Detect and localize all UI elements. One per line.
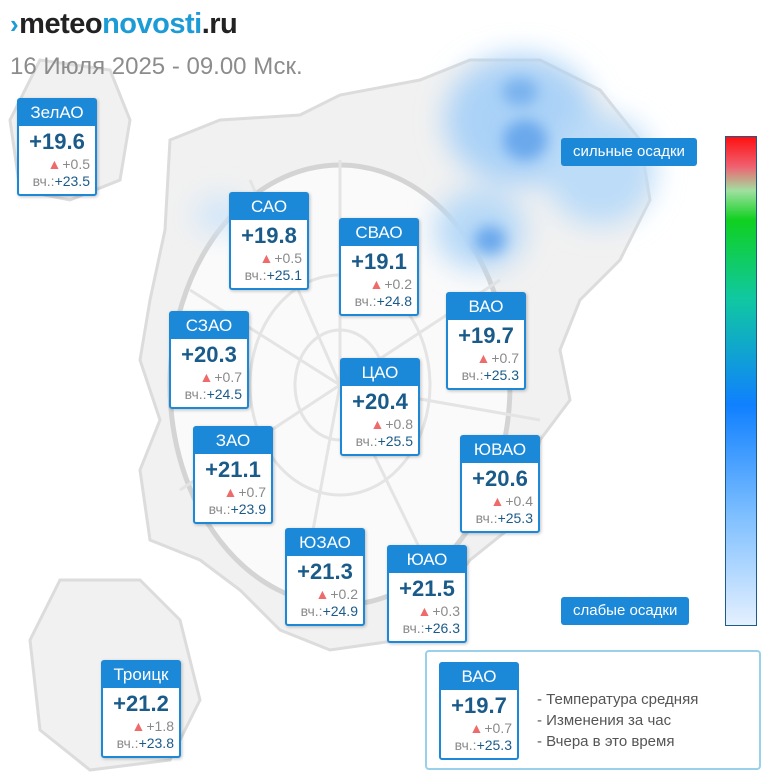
- district-name: ЮЗАО: [287, 530, 363, 556]
- legend-row-yesterday: - Вчера в это время: [537, 733, 675, 750]
- legend-sample-card: ВАО +19.7 ▲+0.7 вч.:+25.3: [439, 662, 519, 760]
- yesterday-temperature: вч.:+25.3: [461, 367, 519, 383]
- legend-panel: ВАО +19.7 ▲+0.7 вч.:+25.3 - Температура …: [425, 650, 761, 770]
- hourly-change: ▲+0.3: [417, 603, 461, 619]
- yesterday-temperature: вч.:+25.3: [454, 737, 512, 753]
- district-name: Троицк: [103, 662, 179, 688]
- yesterday-temperature: вч.:+24.5: [184, 386, 242, 402]
- hourly-change: ▲+0.5: [47, 156, 91, 172]
- district-card-yuvao[interactable]: ЮВАО +20.6 ▲+0.4 вч.:+25.3: [460, 435, 540, 533]
- district-card-sao[interactable]: САО +19.8 ▲+0.5 вч.:+25.1: [229, 192, 309, 290]
- district-card-yuzao[interactable]: ЮЗАО +21.3 ▲+0.2 вч.:+24.9: [285, 528, 365, 626]
- rise-arrow-icon: ▲: [417, 603, 432, 619]
- district-card-vao[interactable]: ВАО +19.7 ▲+0.7 вч.:+25.3: [446, 292, 526, 390]
- average-temperature: +19.1: [351, 249, 407, 274]
- average-temperature: +21.1: [205, 457, 261, 482]
- hourly-change: ▲+0.7: [223, 484, 267, 500]
- rise-arrow-icon: ▲: [223, 484, 238, 500]
- district-name: ЦАО: [342, 360, 418, 386]
- scale-label-light: слабые осадки: [561, 597, 690, 625]
- district-card-szao[interactable]: СЗАО +20.3 ▲+0.7 вч.:+24.5: [169, 311, 249, 409]
- hourly-change: ▲+0.2: [315, 586, 359, 602]
- hourly-change: ▲+0.5: [259, 250, 303, 266]
- district-name: САО: [231, 194, 307, 220]
- legend-row-hourly-change: - Изменения за час: [537, 712, 672, 729]
- rise-arrow-icon: ▲: [259, 250, 274, 266]
- hourly-change: ▲+0.7: [469, 720, 513, 736]
- hourly-change: ▲+0.4: [490, 493, 534, 509]
- yesterday-temperature: вч.:+25.3: [475, 510, 533, 526]
- district-name: ЗАО: [195, 428, 271, 454]
- average-temperature: +20.3: [181, 342, 237, 367]
- district-card-yuao[interactable]: ЮАО +21.5 ▲+0.3 вч.:+26.3: [387, 545, 467, 643]
- yesterday-temperature: вч.:+23.8: [116, 735, 174, 751]
- average-temperature: +19.8: [241, 223, 297, 248]
- yesterday-temperature: вч.:+26.3: [402, 620, 460, 636]
- yesterday-temperature: вч.:+23.5: [32, 173, 90, 189]
- yesterday-temperature: вч.:+23.9: [208, 501, 266, 517]
- district-name: ВАО: [441, 664, 517, 690]
- hourly-change: ▲+0.7: [476, 350, 520, 366]
- rise-arrow-icon: ▲: [476, 350, 491, 366]
- logo-text-meteo: meteo: [19, 8, 103, 40]
- district-name: ЮВАО: [462, 437, 538, 463]
- logo-mark: ›: [10, 9, 19, 39]
- average-temperature: +19.7: [458, 323, 514, 348]
- precipitation-color-scale: [725, 136, 757, 626]
- rise-arrow-icon: ▲: [369, 276, 384, 292]
- average-temperature: +21.2: [113, 691, 169, 716]
- site-logo[interactable]: › meteo novosti .ru: [10, 6, 238, 42]
- legend-row-average-temperature: - Температура средняя: [537, 691, 699, 708]
- rise-arrow-icon: ▲: [199, 369, 214, 385]
- district-name: СЗАО: [171, 313, 247, 339]
- rise-arrow-icon: ▲: [47, 156, 62, 172]
- scale-label-heavy: сильные осадки: [561, 138, 697, 166]
- average-temperature: +21.5: [399, 576, 455, 601]
- logo-text-novosti: novosti: [102, 8, 202, 40]
- district-name: СВАО: [341, 220, 417, 246]
- average-temperature: +19.6: [29, 129, 85, 154]
- rise-arrow-icon: ▲: [490, 493, 505, 509]
- hourly-change: ▲+0.7: [199, 369, 243, 385]
- rise-arrow-icon: ▲: [131, 718, 146, 734]
- rise-arrow-icon: ▲: [315, 586, 330, 602]
- district-card-zao[interactable]: ЗАО +21.1 ▲+0.7 вч.:+23.9: [193, 426, 273, 524]
- hourly-change: ▲+1.8: [131, 718, 175, 734]
- average-temperature: +21.3: [297, 559, 353, 584]
- yesterday-temperature: вч.:+25.1: [244, 267, 302, 283]
- district-card-troitsk[interactable]: Троицк +21.2 ▲+1.8 вч.:+23.8: [101, 660, 181, 758]
- district-name: ЗелАО: [19, 100, 95, 126]
- hourly-change: ▲+0.8: [370, 416, 414, 432]
- average-temperature: +20.4: [352, 389, 408, 414]
- yesterday-temperature: вч.:+24.9: [300, 603, 358, 619]
- average-temperature: +19.7: [451, 693, 507, 718]
- district-card-tsao[interactable]: ЦАО +20.4 ▲+0.8 вч.:+25.5: [340, 358, 420, 456]
- logo-text-domain: .ru: [201, 8, 238, 40]
- yesterday-temperature: вч.:+25.5: [355, 433, 413, 449]
- rise-arrow-icon: ▲: [469, 720, 484, 736]
- yesterday-temperature: вч.:+24.8: [354, 293, 412, 309]
- rise-arrow-icon: ▲: [370, 416, 385, 432]
- forecast-date-time: 16 Июля 2025 - 09.00 Мск.: [10, 53, 303, 80]
- average-temperature: +20.6: [472, 466, 528, 491]
- district-card-svao[interactable]: СВАО +19.1 ▲+0.2 вч.:+24.8: [339, 218, 419, 316]
- district-card-zelao[interactable]: ЗелАО +19.6 ▲+0.5 вч.:+23.5: [17, 98, 97, 196]
- hourly-change: ▲+0.2: [369, 276, 413, 292]
- district-name: ВАО: [448, 294, 524, 320]
- district-name: ЮАО: [389, 547, 465, 573]
